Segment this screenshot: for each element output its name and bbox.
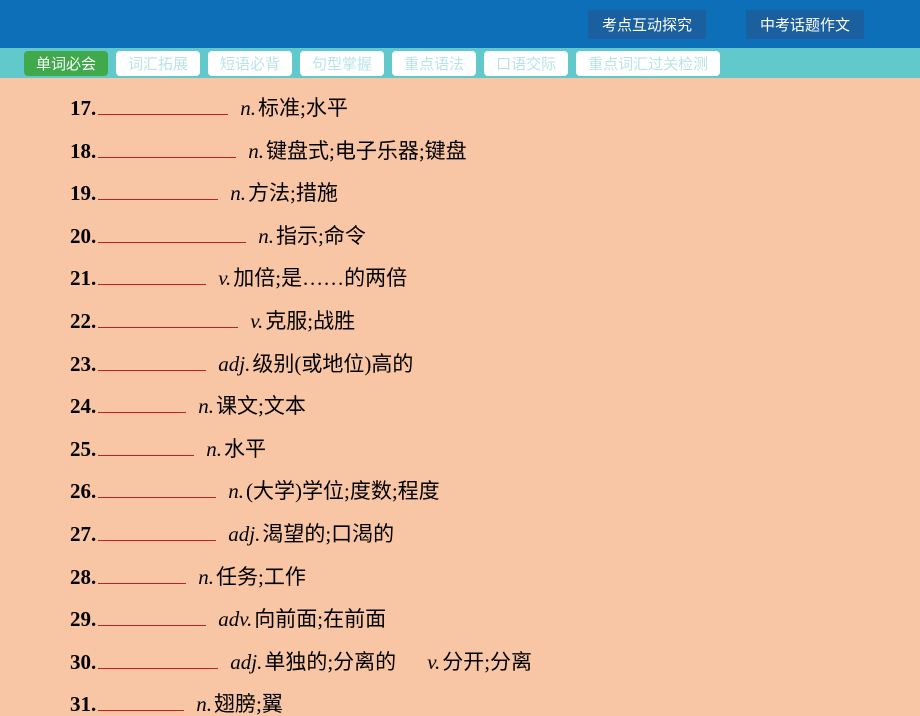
definition: 标准;水平 [258, 98, 348, 119]
definition: 单独的;分离的 [264, 652, 396, 673]
blank-underline [98, 262, 206, 285]
vocab-row: 20. n.指示;命令 [70, 220, 920, 247]
tab-2[interactable]: 短语必背 [208, 51, 292, 76]
blank-underline [98, 348, 206, 371]
tab-4[interactable]: 重点语法 [392, 51, 476, 76]
part-of-speech: v. [218, 268, 231, 289]
vocab-row: 24. n.课文;文本 [70, 390, 920, 417]
item-number: 21. [70, 268, 96, 289]
part-of-speech: adv. [218, 609, 252, 630]
definition: (大学)学位;度数;程度 [246, 481, 440, 502]
part-of-speech: n. [206, 439, 222, 460]
blank-underline [98, 305, 238, 328]
vocab-row: 17. n.标准;水平 [70, 92, 920, 119]
top-link-explore[interactable]: 考点互动探究 [588, 10, 706, 39]
definition: 翅膀;翼 [214, 694, 283, 715]
vocab-row: 30. adj.单独的;分离的 v.分开;分离 [70, 646, 920, 673]
part-of-speech: adj. [228, 524, 260, 545]
tab-0[interactable]: 单词必会 [24, 51, 108, 76]
definition: 任务;工作 [216, 567, 306, 588]
definition: 向前面;在前面 [254, 609, 386, 630]
blank-underline [98, 688, 184, 711]
blank-underline [98, 220, 246, 243]
part-of-speech: adj. [230, 652, 262, 673]
definition: 键盘式;电子乐器;键盘 [266, 141, 467, 162]
part-of-speech-2: v. [427, 652, 440, 673]
definition: 方法;措施 [248, 183, 338, 204]
item-number: 29. [70, 609, 96, 630]
vocab-row: 31. n.翅膀;翼 [70, 688, 920, 715]
part-of-speech: n. [240, 98, 256, 119]
vocab-list: 17.n.标准;水平18.n.键盘式;电子乐器;键盘19.n.方法;措施20.n… [0, 78, 920, 715]
top-link-essay[interactable]: 中考话题作文 [746, 10, 864, 39]
part-of-speech: n. [230, 183, 246, 204]
vocab-row: 23. adj.级别(或地位)高的 [70, 348, 920, 375]
part-of-speech: n. [196, 694, 212, 715]
part-of-speech: n. [198, 396, 214, 417]
item-number: 17. [70, 98, 96, 119]
vocab-row: 26. n.(大学)学位;度数;程度 [70, 475, 920, 502]
part-of-speech: v. [250, 311, 263, 332]
vocab-row: 18. n.键盘式;电子乐器;键盘 [70, 135, 920, 162]
blank-underline [98, 135, 236, 158]
definition: 水平 [224, 439, 266, 460]
tab-1[interactable]: 词汇拓展 [116, 51, 200, 76]
item-number: 26. [70, 481, 96, 502]
definition: 克服;战胜 [265, 311, 355, 332]
part-of-speech: n. [248, 141, 264, 162]
vocab-row: 29. adv.向前面;在前面 [70, 603, 920, 630]
item-number: 28. [70, 567, 96, 588]
blank-underline [98, 177, 218, 200]
definition: 渴望的;口渴的 [262, 524, 394, 545]
spacer [396, 652, 417, 673]
vocab-row: 19. n.方法;措施 [70, 177, 920, 204]
item-number: 23. [70, 354, 96, 375]
definition: 指示;命令 [276, 226, 366, 247]
part-of-speech: adj. [218, 354, 250, 375]
part-of-speech: n. [258, 226, 274, 247]
part-of-speech: n. [228, 481, 244, 502]
definition: 级别(或地位)高的 [252, 354, 413, 375]
tab-3[interactable]: 句型掌握 [300, 51, 384, 76]
vocab-row: 28. n.任务;工作 [70, 561, 920, 588]
item-number: 27. [70, 524, 96, 545]
blank-underline [98, 475, 216, 498]
top-bar: 考点互动探究 中考话题作文 [0, 0, 920, 48]
vocab-row: 21. v.加倍;是……的两倍 [70, 262, 920, 289]
item-number: 30. [70, 652, 96, 673]
item-number: 22. [70, 311, 96, 332]
blank-underline [98, 433, 194, 456]
vocab-row: 27. adj.渴望的;口渴的 [70, 518, 920, 545]
vocab-row: 25. n.水平 [70, 433, 920, 460]
item-number: 24. [70, 396, 96, 417]
blank-underline [98, 561, 186, 584]
definition: 加倍;是……的两倍 [233, 268, 407, 289]
tab-6[interactable]: 重点词汇过关检测 [576, 51, 720, 76]
blank-underline [98, 518, 216, 541]
blank-underline [98, 92, 228, 115]
definition-2: 分开;分离 [442, 652, 532, 673]
item-number: 18. [70, 141, 96, 162]
definition: 课文;文本 [216, 396, 306, 417]
blank-underline [98, 603, 206, 626]
item-number: 25. [70, 439, 96, 460]
item-number: 31. [70, 694, 96, 715]
part-of-speech: n. [198, 567, 214, 588]
blank-underline [98, 390, 186, 413]
item-number: 20. [70, 226, 96, 247]
tab-5[interactable]: 口语交际 [484, 51, 568, 76]
blank-underline [98, 646, 218, 669]
tab-row: 单词必会词汇拓展短语必背句型掌握重点语法口语交际重点词汇过关检测 [0, 48, 920, 78]
vocab-row: 22. v.克服;战胜 [70, 305, 920, 332]
item-number: 19. [70, 183, 96, 204]
